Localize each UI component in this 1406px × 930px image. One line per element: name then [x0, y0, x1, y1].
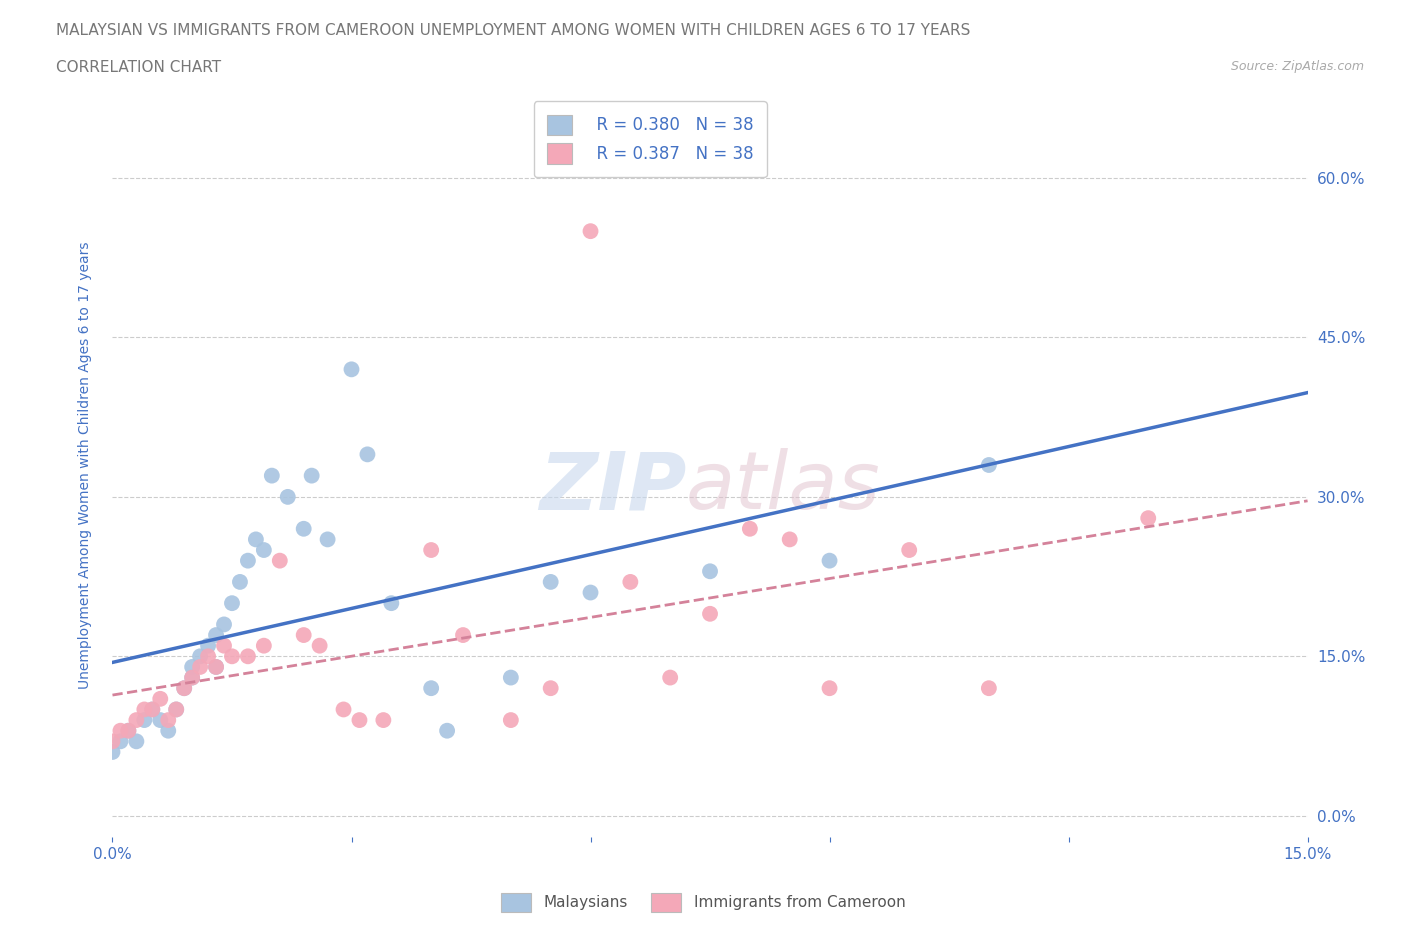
- Point: [579, 224, 602, 239]
- Point: [212, 617, 235, 631]
- Point: [197, 638, 219, 653]
- Y-axis label: Unemployment Among Women with Children Ages 6 to 17 years: Unemployment Among Women with Children A…: [77, 241, 91, 689]
- Point: [451, 628, 474, 643]
- Point: [236, 553, 259, 568]
- Point: [141, 702, 163, 717]
- Point: [221, 649, 243, 664]
- Point: [818, 681, 841, 696]
- Text: MALAYSIAN VS IMMIGRANTS FROM CAMEROON UNEMPLOYMENT AMONG WOMEN WITH CHILDREN AGE: MALAYSIAN VS IMMIGRANTS FROM CAMEROON UN…: [56, 23, 970, 38]
- Point: [245, 532, 267, 547]
- Text: ZIP: ZIP: [538, 448, 686, 526]
- Point: [110, 724, 132, 738]
- Point: [619, 575, 641, 590]
- Point: [540, 575, 562, 590]
- Point: [292, 628, 315, 643]
- Point: [499, 671, 522, 685]
- Point: [977, 458, 1000, 472]
- Point: [229, 575, 252, 590]
- Point: [659, 671, 682, 685]
- Point: [117, 724, 139, 738]
- Point: [436, 724, 458, 738]
- Point: [149, 691, 172, 706]
- Point: [499, 712, 522, 727]
- Point: [977, 681, 1000, 696]
- Point: [117, 724, 139, 738]
- Point: [699, 564, 721, 578]
- Point: [738, 522, 761, 537]
- Point: [301, 468, 323, 483]
- Point: [212, 638, 235, 653]
- Point: [134, 702, 156, 717]
- Point: [356, 447, 378, 462]
- Point: [898, 542, 921, 557]
- Point: [1137, 511, 1160, 525]
- Point: [253, 638, 276, 653]
- Text: CORRELATION CHART: CORRELATION CHART: [56, 60, 221, 75]
- Point: [101, 734, 124, 749]
- Point: [125, 712, 148, 727]
- Point: [157, 724, 180, 738]
- Point: [173, 681, 195, 696]
- Point: [260, 468, 283, 483]
- Point: [380, 596, 402, 611]
- Point: [420, 542, 443, 557]
- Point: [173, 681, 195, 696]
- Point: [373, 712, 395, 727]
- Point: [420, 681, 443, 696]
- Point: [101, 745, 124, 760]
- Point: [205, 659, 228, 674]
- Point: [188, 659, 211, 674]
- Point: [579, 585, 602, 600]
- Point: [332, 702, 354, 717]
- Point: [221, 596, 243, 611]
- Point: [292, 522, 315, 537]
- Point: [316, 532, 339, 547]
- Point: [818, 553, 841, 568]
- Point: [165, 702, 187, 717]
- Point: [181, 671, 204, 685]
- Text: Source: ZipAtlas.com: Source: ZipAtlas.com: [1230, 60, 1364, 73]
- Point: [277, 489, 299, 504]
- Point: [125, 734, 148, 749]
- Point: [540, 681, 562, 696]
- Point: [141, 702, 163, 717]
- Point: [197, 649, 219, 664]
- Point: [149, 712, 172, 727]
- Point: [181, 659, 204, 674]
- Point: [110, 734, 132, 749]
- Point: [340, 362, 363, 377]
- Point: [236, 649, 259, 664]
- Point: [308, 638, 330, 653]
- Point: [165, 702, 187, 717]
- Text: atlas: atlas: [686, 448, 882, 526]
- Point: [779, 532, 801, 547]
- Point: [181, 671, 204, 685]
- Point: [188, 649, 211, 664]
- Point: [253, 542, 276, 557]
- Point: [269, 553, 291, 568]
- Point: [699, 606, 721, 621]
- Legend: Malaysians, Immigrants from Cameroon: Malaysians, Immigrants from Cameroon: [495, 887, 911, 918]
- Legend:   R = 0.380   N = 38,   R = 0.387   N = 38: R = 0.380 N = 38, R = 0.387 N = 38: [534, 101, 766, 177]
- Point: [205, 659, 228, 674]
- Point: [349, 712, 371, 727]
- Point: [134, 712, 156, 727]
- Point: [157, 712, 180, 727]
- Point: [205, 628, 228, 643]
